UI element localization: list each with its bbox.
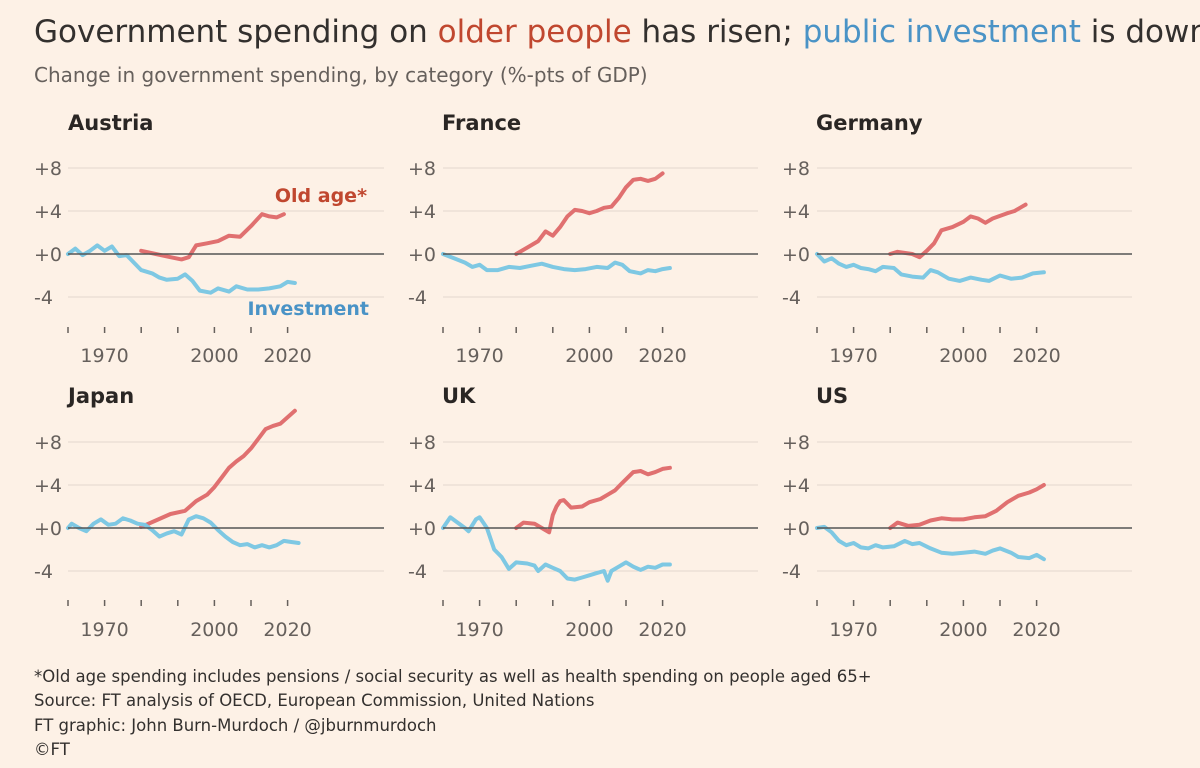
panel-title-uk: UK — [442, 384, 476, 408]
old-age-line-austria — [139, 212, 286, 262]
y-tick-label: -4 — [34, 561, 53, 583]
old-age-line-japan — [139, 408, 297, 529]
y-tick-label: -4 — [782, 561, 801, 583]
y-tick-label: +8 — [782, 158, 810, 180]
y-tick-label: +4 — [34, 475, 62, 497]
investment-label: Investment — [247, 298, 369, 320]
y-tick-label: -4 — [34, 287, 53, 309]
y-tick-label: +4 — [782, 201, 810, 223]
panel-title-france: France — [442, 111, 521, 135]
y-tick-label: +0 — [782, 518, 810, 540]
y-tick-label: +8 — [34, 432, 62, 454]
footnote-line: *Old age spending includes pensions / so… — [34, 667, 872, 686]
x-tick-label: 1970 — [455, 619, 503, 641]
footnote-line: Source: FT analysis of OECD, European Co… — [34, 691, 594, 710]
y-tick-label: +0 — [408, 244, 436, 266]
x-tick-label: 2020 — [263, 345, 311, 367]
y-tick-label: +8 — [408, 158, 436, 180]
old-age-line-us — [888, 483, 1046, 530]
chart-subtitle: Change in government spending, by catego… — [34, 63, 648, 87]
y-tick-label: +0 — [408, 518, 436, 540]
title-highlight-old-age: older people — [438, 14, 632, 50]
y-tick-label: -4 — [408, 561, 427, 583]
investment-line-germany — [815, 252, 1046, 283]
panel-france: France +8 +4 +0 -4 1970 2000 2020 — [408, 111, 758, 367]
x-tick-label: 2000 — [565, 619, 613, 641]
panel-title-japan: Japan — [66, 384, 134, 408]
panel-austria: Austria +8 +4 +0 -4 1970 2000 2020 Old age* Inves… — [34, 111, 384, 367]
x-tick-label: 1970 — [80, 345, 128, 367]
x-tick-label: 2020 — [1012, 619, 1060, 641]
y-tick-label: +8 — [408, 432, 436, 454]
x-tick-label: 1970 — [80, 619, 128, 641]
y-tick-label: -4 — [782, 287, 801, 309]
chart-title: Government spending on older people has … — [34, 14, 1200, 50]
investment-line-france — [441, 252, 672, 276]
footnote-copyright: ©FT — [34, 740, 71, 759]
footnote-line: FT graphic: John Burn-Murdoch / @jburnmu… — [34, 716, 437, 735]
title-part3: is down — [1081, 14, 1200, 50]
y-tick-label: +8 — [34, 158, 62, 180]
x-tick-label: 2020 — [638, 619, 686, 641]
x-tick-label: 2020 — [1012, 345, 1060, 367]
old-age-line-france — [514, 171, 665, 256]
panel-japan: Japan +8 +4 +0 -4 1970 2000 2020 — [34, 384, 384, 641]
investment-line-austria — [66, 243, 297, 295]
y-tick-label: +0 — [34, 244, 62, 266]
panel-germany: Germany +8 +4 +0 -4 1970 2000 2020 — [782, 111, 1132, 367]
old-age-line-germany — [888, 202, 1028, 260]
title-highlight-investment: public investment — [803, 14, 1081, 50]
x-tick-label: 2020 — [263, 619, 311, 641]
investment-line-uk — [441, 515, 672, 583]
x-tick-label: 1970 — [455, 345, 503, 367]
x-tick-label: 2000 — [939, 619, 987, 641]
footnotes: *Old age spending includes pensions / so… — [34, 667, 872, 759]
old-age-line-uk — [514, 465, 672, 535]
x-tick-label: 1970 — [829, 619, 877, 641]
panel-uk: UK +8 +4 +0 -4 1970 2000 2020 — [408, 384, 758, 641]
y-tick-label: -4 — [408, 287, 427, 309]
x-tick-label: 2000 — [190, 619, 238, 641]
y-tick-label: +0 — [782, 244, 810, 266]
investment-line-japan — [66, 514, 301, 550]
y-tick-label: +8 — [782, 432, 810, 454]
y-tick-label: +4 — [34, 201, 62, 223]
x-tick-label: 2000 — [939, 345, 987, 367]
panel-title-us: US — [816, 384, 848, 408]
x-tick-label: 2000 — [565, 345, 613, 367]
y-tick-label: +4 — [408, 475, 436, 497]
y-tick-label: +0 — [34, 518, 62, 540]
title-part1: Government spending on — [34, 14, 438, 50]
panel-us: US +8 +4 +0 -4 1970 2000 2020 — [782, 384, 1132, 641]
panels: Austria +8 +4 +0 -4 1970 2000 2020 Old age* Inves… — [34, 111, 1132, 641]
x-tick-label: 1970 — [829, 345, 877, 367]
old-age-label: Old age* — [275, 185, 367, 207]
title-part2: has risen; — [632, 14, 803, 50]
panel-title-austria: Austria — [68, 111, 153, 135]
investment-line-us — [815, 524, 1046, 562]
y-tick-label: +4 — [408, 201, 436, 223]
x-tick-label: 2020 — [638, 345, 686, 367]
x-tick-label: 2000 — [190, 345, 238, 367]
panel-title-germany: Germany — [816, 111, 923, 135]
y-tick-label: +4 — [782, 475, 810, 497]
